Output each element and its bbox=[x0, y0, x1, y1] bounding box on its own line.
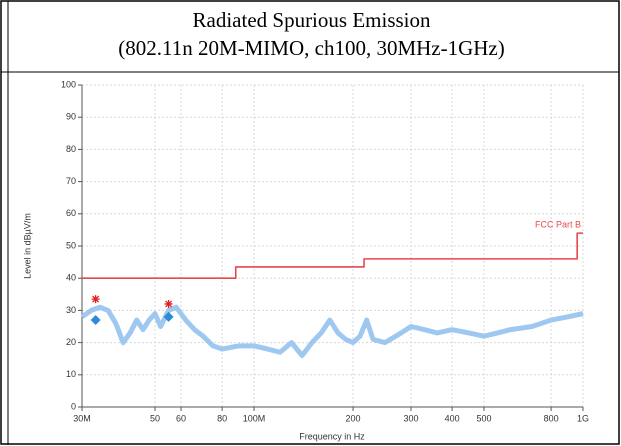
y-tick-label: 20 bbox=[66, 337, 76, 347]
y-tick-label: 60 bbox=[66, 208, 76, 218]
table-header: Radiated Spurious Emission (802.11n 20M-… bbox=[8, 0, 615, 72]
limit-line bbox=[82, 232, 583, 279]
x-tick-label: 50 bbox=[150, 413, 160, 423]
x-tick-label: 30M bbox=[73, 413, 91, 423]
y-tick-label: 10 bbox=[66, 369, 76, 379]
noise-trace bbox=[80, 304, 584, 358]
y-axis-label: Level in dBµV/m bbox=[22, 213, 32, 279]
y-tick-label: 80 bbox=[66, 144, 76, 154]
x-tick-label: 60 bbox=[176, 413, 186, 423]
peak-marker bbox=[164, 299, 173, 308]
x-tick-label: 80 bbox=[217, 413, 227, 423]
y-tick-label: 70 bbox=[66, 176, 76, 186]
y-tick-label: 30 bbox=[66, 305, 76, 315]
y-tick-label: 100 bbox=[61, 79, 76, 89]
x-axis-label: Frequency in Hz bbox=[299, 431, 365, 441]
y-tick-label: 40 bbox=[66, 273, 76, 283]
x-tick-label: 500 bbox=[476, 413, 491, 423]
final-marker bbox=[90, 315, 101, 326]
x-tick-label: 800 bbox=[544, 413, 559, 423]
x-tick-label: 100M bbox=[243, 413, 266, 423]
y-tick-label: 90 bbox=[66, 112, 76, 122]
x-tick-label: 400 bbox=[445, 413, 460, 423]
chart-subtitle: (802.11n 20M-MIMO, ch100, 30MHz-1GHz) bbox=[118, 36, 505, 60]
peak-marker bbox=[91, 295, 100, 304]
chart-title: Radiated Spurious Emission bbox=[192, 8, 431, 32]
y-tick-label: 50 bbox=[66, 240, 76, 250]
final-marker bbox=[163, 311, 174, 322]
x-tick-label: 1G bbox=[577, 413, 589, 423]
x-tick-label: 200 bbox=[346, 413, 361, 423]
x-tick-label: 300 bbox=[403, 413, 418, 423]
limit-label: FCC Part B bbox=[535, 219, 581, 229]
y-tick-label: 0 bbox=[71, 401, 76, 411]
